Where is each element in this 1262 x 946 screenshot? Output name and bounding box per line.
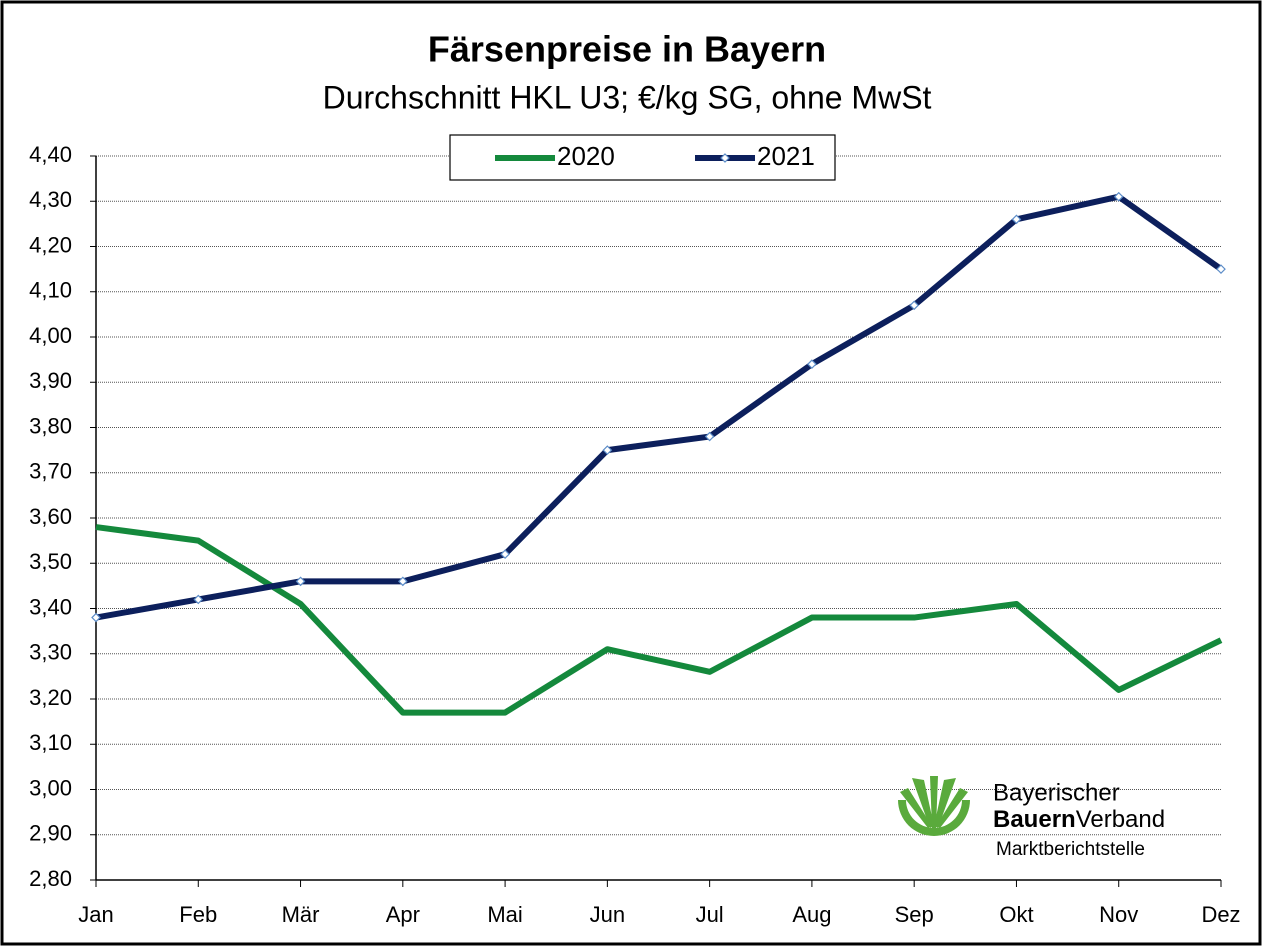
x-tick-label: Nov [1099, 902, 1138, 927]
y-tick-label: 3,80 [29, 413, 72, 438]
legend-marker [720, 153, 730, 163]
point-marker [704, 431, 715, 442]
legend-label: 2020 [557, 141, 615, 171]
point-marker [1113, 191, 1124, 202]
x-tick-label: Apr [386, 902, 420, 927]
x-tick-label: Jan [78, 902, 113, 927]
point-marker [91, 612, 101, 623]
x-tick-label: Aug [792, 902, 831, 927]
logo-icon [898, 776, 970, 836]
legend-label: 2021 [757, 141, 815, 171]
y-tick-label: 3,90 [29, 368, 72, 393]
point-marker [807, 359, 817, 369]
y-tick-label: 2,80 [29, 866, 72, 891]
y-tick-label: 3,30 [29, 640, 72, 665]
legend: 2020 2021 [449, 134, 836, 181]
y-tick-label: 3,50 [29, 549, 72, 574]
y-tick-label: 3,10 [29, 730, 72, 755]
chart-title: Färsenpreise in Bayern [428, 29, 826, 70]
series-line [95, 193, 1223, 621]
y-tick-label: 4,10 [29, 278, 72, 303]
point-marker [295, 576, 306, 587]
y-tick-label: 3,60 [29, 504, 72, 529]
y-tick-label: 2,90 [29, 821, 72, 846]
point-marker [1216, 264, 1226, 274]
y-tick-label: 4,00 [29, 323, 72, 348]
y-tick-label: 3,00 [29, 775, 72, 800]
logo-subtext: Marktberichtstelle [996, 839, 1145, 860]
x-tick-label: Dez [1201, 902, 1240, 927]
logo-text: BauernVerband [993, 806, 1165, 833]
x-tick-label: Jul [696, 902, 724, 927]
point-marker [1011, 214, 1022, 225]
x-tick-label: Okt [999, 902, 1033, 927]
x-tick-label: Mär [282, 902, 320, 927]
x-tick-label: Sep [895, 902, 934, 927]
logo-text: Bayerischer [993, 779, 1120, 806]
point-marker [193, 594, 204, 605]
logo-text-bold: Bauern [993, 806, 1076, 833]
y-tick-label: 4,20 [29, 232, 72, 257]
series-line [95, 524, 1223, 716]
point-marker [909, 300, 920, 311]
chart-subtitle: Durchschnitt HKL U3; €/kg SG, ohne MwSt [323, 79, 932, 115]
x-tick-label: Feb [179, 902, 217, 927]
y-tick-label: 3,40 [29, 594, 72, 619]
point-marker [500, 549, 510, 560]
point-marker [602, 445, 613, 455]
y-tick-label: 3,20 [29, 685, 72, 710]
logo: Bayerischer BauernVerband Marktberichtst… [898, 776, 1165, 860]
logo-text: Verband [1076, 806, 1165, 833]
y-tick-label: 4,30 [29, 187, 72, 212]
y-tick-label: 4,40 [29, 142, 72, 167]
x-tick-label: Mai [487, 902, 522, 927]
x-tick-label: Jun [590, 902, 625, 927]
point-marker [397, 576, 408, 587]
y-tick-label: 3,70 [29, 459, 72, 484]
